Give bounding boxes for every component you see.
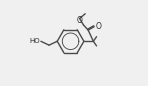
Text: HO: HO [30, 38, 40, 44]
Text: O: O [95, 22, 101, 31]
Text: O: O [77, 15, 83, 25]
